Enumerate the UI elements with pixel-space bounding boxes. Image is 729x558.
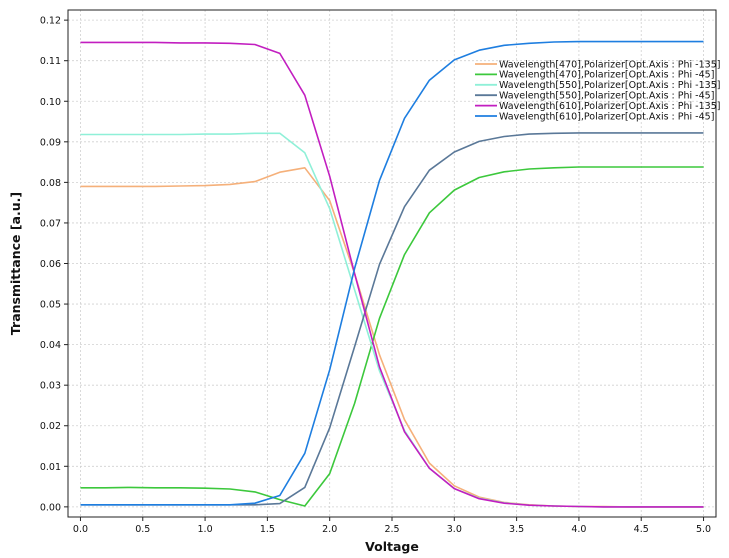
y-tick-label: 0.03 — [40, 381, 61, 392]
y-tick-label: 0.07 — [40, 218, 61, 229]
y-tick-label: 0.06 — [40, 259, 61, 270]
y-tick-label: 0.01 — [40, 462, 61, 473]
series-line-6 — [80, 40, 704, 506]
x-tick-label: 2.5 — [384, 524, 399, 535]
y-tick-label: 0.12 — [40, 16, 61, 27]
y-tick-label: 0.04 — [40, 340, 61, 351]
x-tick-label: 4.0 — [571, 524, 586, 535]
legend-label: Wavelength[550],Polarizer[Opt.Axis : Phi… — [499, 80, 720, 91]
y-tick-label: 0.08 — [40, 178, 61, 189]
y-tick-label: 0.00 — [40, 502, 61, 513]
y-tick-label: 0.10 — [40, 97, 61, 108]
x-tick-label: 0.5 — [135, 524, 150, 535]
x-tick-label: 3.5 — [509, 524, 524, 535]
x-tick-label: 3.0 — [447, 524, 462, 535]
x-axis-title: Voltage — [365, 539, 419, 554]
x-tick-label: 0.0 — [73, 524, 88, 535]
x-tick-label: 5.0 — [696, 524, 711, 535]
series-lines — [80, 40, 704, 508]
series-line-2 — [80, 166, 704, 507]
y-tick-label: 0.11 — [40, 56, 61, 67]
legend-label: Wavelength[470],Polarizer[Opt.Axis : Phi… — [499, 70, 714, 81]
y-axis-title: Transmittance [a.u.] — [8, 192, 23, 335]
x-tick-label: 1.5 — [260, 524, 275, 535]
x-tick-label: 2.0 — [322, 524, 337, 535]
y-tick-label: 0.09 — [40, 137, 61, 148]
axis-ticks: 0.0 0.5 1.0 1.5 2.0 2.5 3.0 3.5 4.0 4.5 5.0 0.00 0.0… — [40, 16, 711, 535]
legend-label: Wavelength[610],Polarizer[Opt.Axis : Phi… — [499, 101, 720, 112]
legend-label: Wavelength[610],Polarizer[Opt.Axis : Phi… — [499, 111, 714, 122]
legend-label: Wavelength[550],Polarizer[Opt.Axis : Phi… — [499, 91, 714, 102]
series-line-5 — [80, 41, 704, 508]
x-tick-label: 1.0 — [198, 524, 213, 535]
y-tick-label: 0.02 — [40, 421, 61, 432]
legend-label: Wavelength[470],Polarizer[Opt.Axis : Phi… — [499, 59, 720, 70]
x-tick-label: 4.5 — [634, 524, 649, 535]
y-tick-label: 0.05 — [40, 300, 61, 311]
legend: Wavelength[470],Polarizer[Opt.Axis : Phi… — [475, 59, 720, 122]
